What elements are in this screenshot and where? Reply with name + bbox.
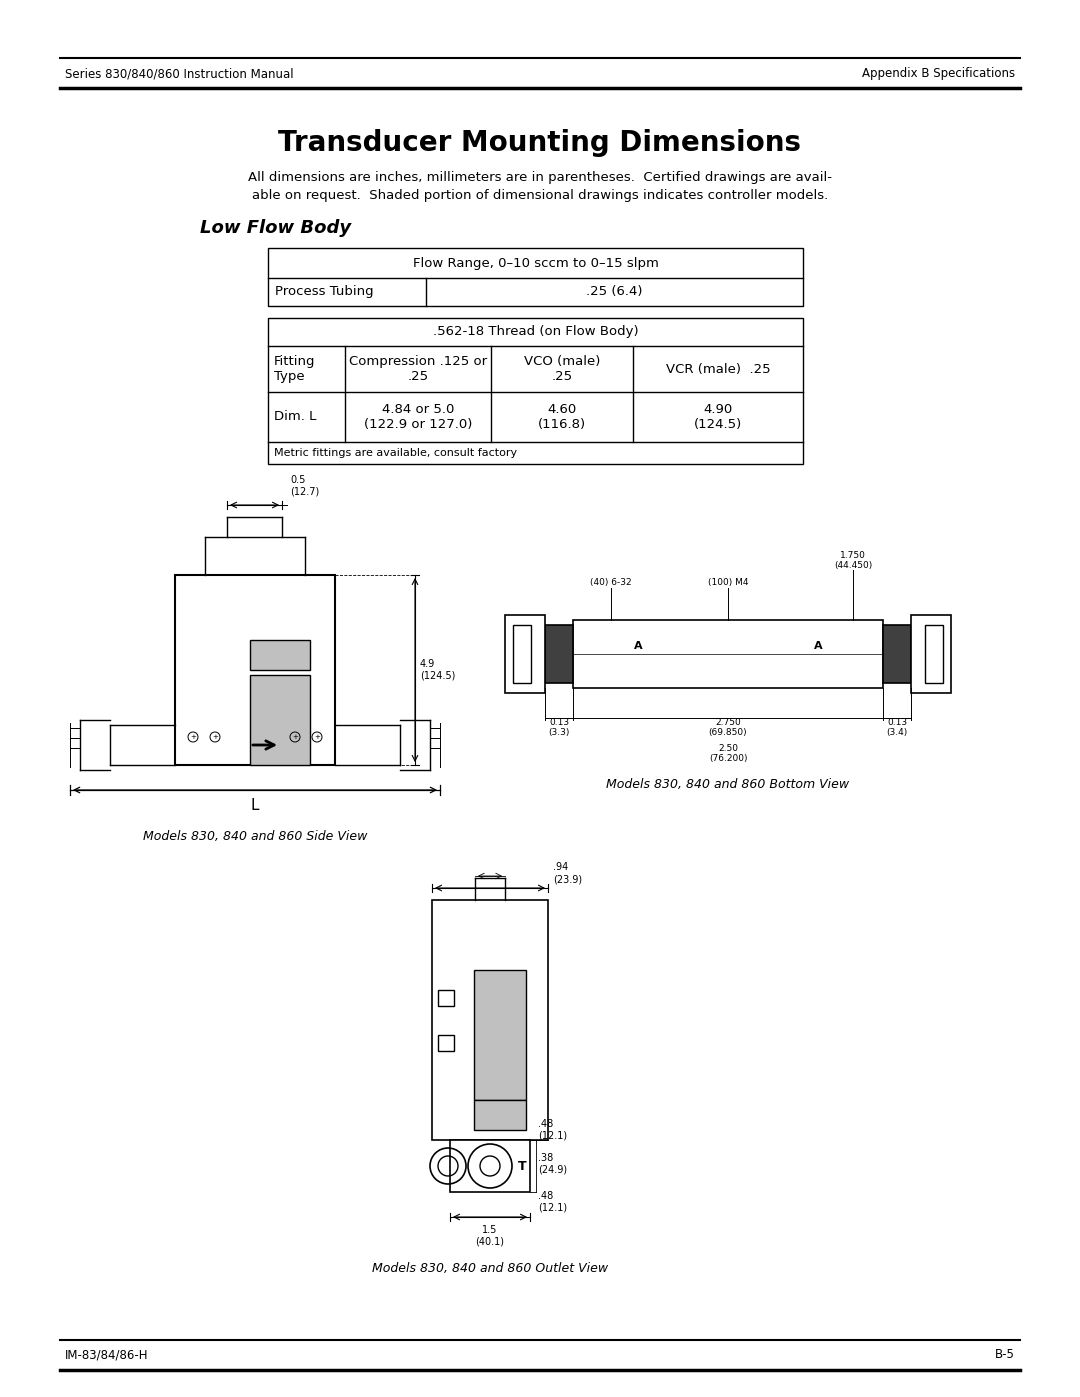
Text: Transducer Mounting Dimensions: Transducer Mounting Dimensions	[279, 129, 801, 156]
Text: .94
(23.9): .94 (23.9)	[553, 862, 582, 884]
Bar	[573, 620, 883, 687]
Bar	[924, 624, 943, 683]
Text: T: T	[518, 1160, 527, 1172]
Text: Dim. L: Dim. L	[274, 411, 316, 423]
Text: A: A	[813, 641, 822, 651]
Bar	[474, 970, 526, 1099]
Text: A: A	[634, 641, 643, 651]
Bar	[438, 1035, 454, 1051]
Bar	[883, 624, 912, 683]
Text: L: L	[251, 798, 259, 813]
Text: IM-83/84/86-H: IM-83/84/86-H	[65, 1348, 149, 1362]
Text: +: +	[292, 733, 298, 740]
Text: 4.84 or 5.0
(122.9 or 127.0): 4.84 or 5.0 (122.9 or 127.0)	[364, 402, 472, 432]
Text: .25 (6.4): .25 (6.4)	[586, 285, 643, 299]
Text: 0.13
(3.3): 0.13 (3.3)	[549, 718, 569, 738]
Text: (100) M4: (100) M4	[707, 577, 748, 587]
Text: Compression .125 or
.25: Compression .125 or .25	[349, 355, 487, 383]
Text: 0.5
(12.7): 0.5 (12.7)	[291, 475, 320, 497]
Text: +: +	[212, 733, 218, 740]
Text: +: +	[314, 733, 320, 740]
Text: +: +	[190, 733, 195, 740]
Bar	[474, 1099, 526, 1130]
Text: Process Tubing: Process Tubing	[275, 285, 374, 299]
Text: 4.60
(116.8): 4.60 (116.8)	[538, 402, 586, 432]
Text: All dimensions are inches, millimeters are in parentheses.  Certified drawings a: All dimensions are inches, millimeters a…	[248, 170, 832, 183]
Text: Models 830, 840 and 860 Outlet View: Models 830, 840 and 860 Outlet View	[372, 1261, 608, 1275]
Text: 2.50
(76.200): 2.50 (76.200)	[708, 745, 747, 763]
Text: (40) 6-32: (40) 6-32	[590, 577, 632, 587]
Text: Flow Range, 0–10 sccm to 0–15 slpm: Flow Range, 0–10 sccm to 0–15 slpm	[413, 257, 659, 270]
Bar	[249, 640, 310, 671]
Text: able on request.  Shaded portion of dimensional drawings indicates controller mo: able on request. Shaded portion of dimen…	[252, 190, 828, 203]
Text: VCO (male)
.25: VCO (male) .25	[524, 355, 600, 383]
Text: 1.750
(44.450): 1.750 (44.450)	[834, 550, 873, 570]
Bar	[438, 990, 454, 1006]
Text: 2.750
(69.850): 2.750 (69.850)	[708, 718, 747, 738]
Text: 4.9
(124.5): 4.9 (124.5)	[420, 659, 456, 680]
Text: .48
(12.1): .48 (12.1)	[538, 1192, 567, 1213]
Text: Metric fittings are available, consult factory: Metric fittings are available, consult f…	[274, 448, 517, 458]
Bar	[513, 624, 531, 683]
Bar	[249, 675, 310, 766]
Bar	[268, 319, 804, 464]
Bar	[545, 624, 573, 683]
Text: Series 830/840/860 Instruction Manual: Series 830/840/860 Instruction Manual	[65, 67, 294, 81]
Bar	[268, 249, 804, 306]
Text: .562-18 Thread (on Flow Body): .562-18 Thread (on Flow Body)	[433, 326, 638, 338]
Bar	[912, 615, 951, 693]
Text: .48
(12.1): .48 (12.1)	[538, 1119, 567, 1141]
Text: 1.5
(40.1): 1.5 (40.1)	[475, 1225, 504, 1246]
Bar	[175, 576, 335, 766]
Text: .38
(24.9): .38 (24.9)	[538, 1153, 567, 1175]
Text: B-5: B-5	[995, 1348, 1015, 1362]
Text: Models 830, 840 and 860 Side View: Models 830, 840 and 860 Side View	[143, 830, 367, 842]
Text: Models 830, 840 and 860 Bottom View: Models 830, 840 and 860 Bottom View	[607, 778, 850, 791]
Bar	[505, 615, 545, 693]
Bar	[432, 900, 548, 1140]
Text: Appendix B Specifications: Appendix B Specifications	[862, 67, 1015, 81]
Text: VCR (male)  .25: VCR (male) .25	[665, 362, 770, 376]
Text: 0.13
(3.4): 0.13 (3.4)	[887, 718, 907, 738]
Text: Fitting
Type: Fitting Type	[274, 355, 315, 383]
Text: Low Flow Body: Low Flow Body	[200, 219, 351, 237]
Text: 4.90
(124.5): 4.90 (124.5)	[693, 402, 742, 432]
Bar	[450, 1140, 530, 1192]
